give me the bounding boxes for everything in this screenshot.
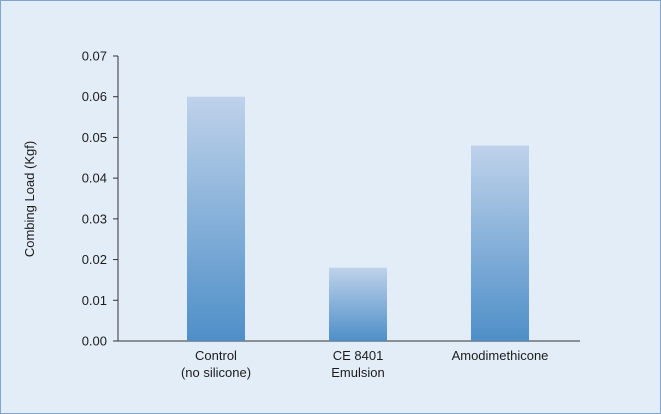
y-tick-label: 0.06 (82, 89, 107, 104)
y-tick-label: 0.04 (82, 171, 107, 186)
y-axis-title: Combing Load (Kgf) (22, 141, 37, 257)
bar (471, 145, 529, 341)
y-tick-label: 0.03 (82, 211, 107, 226)
x-tick-label: CE 8401 Emulsion (331, 348, 384, 380)
bar (187, 96, 245, 341)
labels: 0.00 0.01 0.02 0.03 0.04 0.05 0.06 0.07 Control(… (82, 49, 549, 381)
y-tick-label: 0.05 (82, 130, 107, 145)
y-tick-label: 0.01 (82, 293, 107, 308)
x-tick-label: Control (no silicone) (181, 348, 251, 380)
y-tick-label: 0.07 (82, 49, 107, 64)
x-tick-label: Amodimethicone (452, 348, 549, 363)
y-tick-label: 0.00 (82, 334, 107, 349)
bars (187, 96, 529, 341)
bar (329, 267, 387, 341)
y-tick-label: 0.02 (82, 252, 107, 267)
